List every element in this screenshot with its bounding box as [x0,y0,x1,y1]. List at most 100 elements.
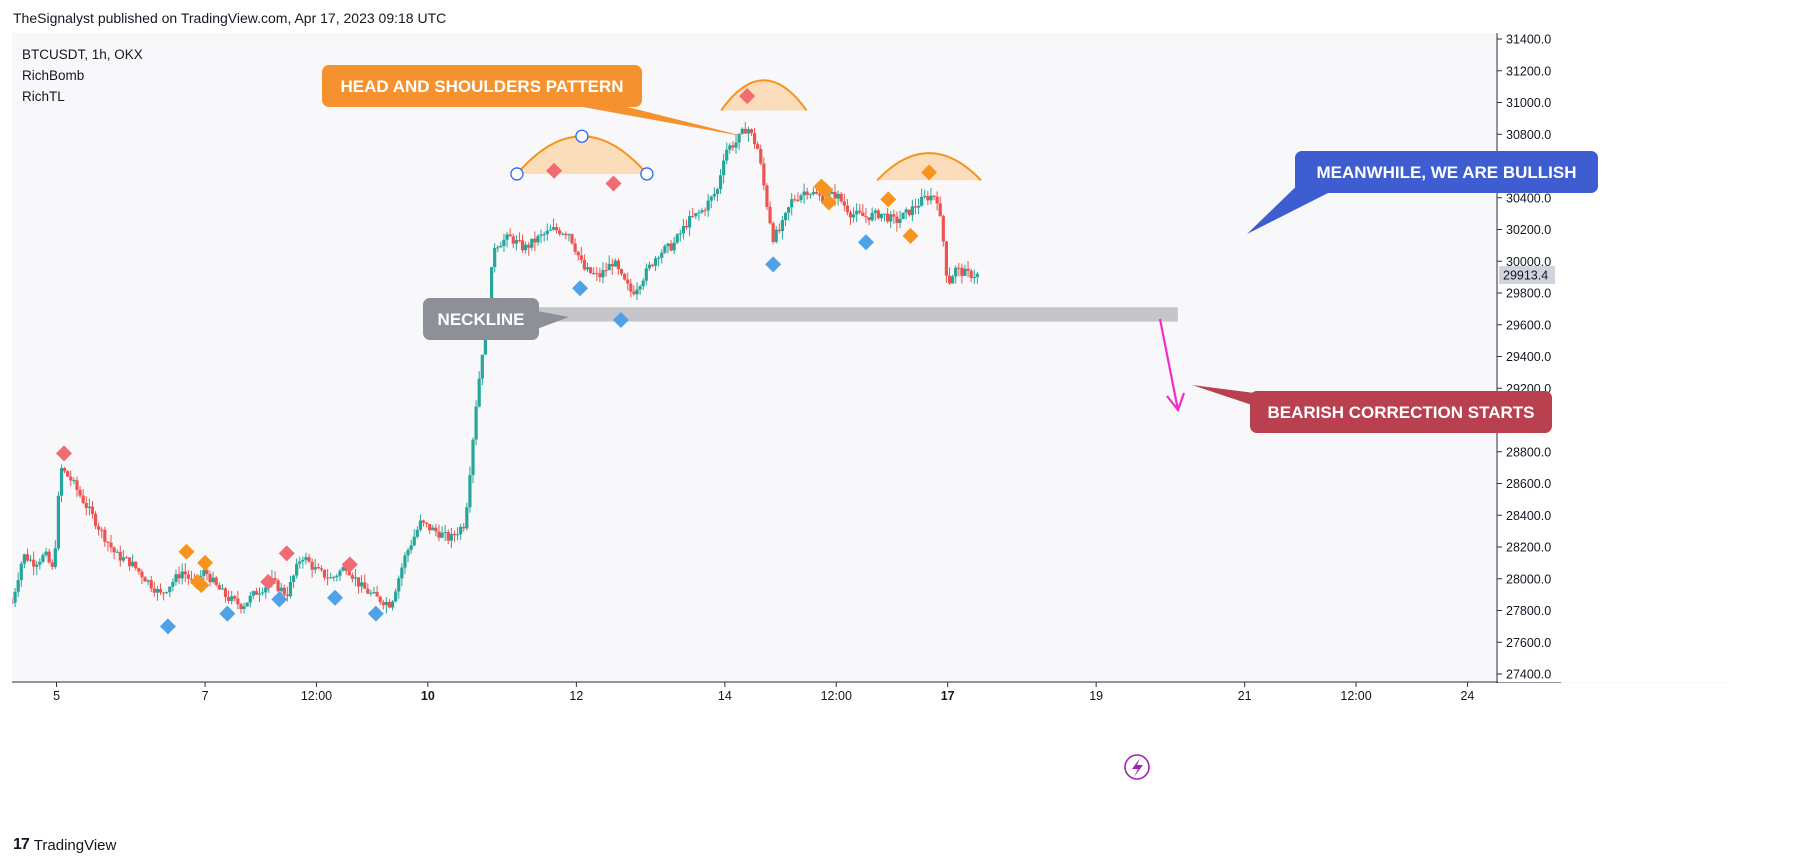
candle-body [598,273,602,278]
candle-body [356,577,361,587]
candle-body [567,234,571,236]
candle-body [691,216,695,218]
candle-body [394,591,398,602]
candle-body [496,247,500,249]
candle-body [372,592,376,594]
candle-body [446,531,450,541]
candle-body [106,541,110,543]
candle-body [879,213,884,219]
candle-body [817,193,822,196]
candle-body [672,242,676,251]
price-chart[interactable]: 27400.0 27600.0 27800.0 28000.0 28200.0 28400… [12,33,1813,787]
candle-body [50,562,54,567]
candle-body [462,526,466,529]
candle-body [848,212,853,218]
candle-body [38,561,42,565]
candle-body [168,586,172,592]
candle-body [774,229,778,242]
candle-body [115,551,119,553]
time-tick-label: 7 [202,689,209,703]
indicator-richbomb-label[interactable]: RichBomb [22,68,85,83]
candle-body [223,588,228,598]
indicator-richtl-label[interactable]: RichTL [22,89,65,104]
candle-body [307,557,311,562]
candle-body [440,532,444,538]
candle-body [527,244,531,248]
candle-body [140,571,144,578]
candle-body [749,129,754,134]
candle-body [360,582,364,587]
candle-body [585,267,590,270]
candle-body [13,591,17,603]
signal-marker-orange [178,543,195,560]
candle-body [524,244,528,251]
bearish-callout-box [1250,391,1552,433]
price-tick-label: 28000.0 [1506,572,1551,586]
neckline-callout-tail [537,311,569,329]
price-tick-label: 31200.0 [1506,64,1551,78]
footer-brand[interactable]: 17 TradingView [13,836,116,854]
lightning-icon-bolt [1132,758,1143,777]
candle-body [87,506,91,508]
candle-body [582,259,587,270]
candle-body [298,561,302,564]
candle-body [322,569,327,578]
price-tick-label: 30400.0 [1506,191,1551,205]
signal-marker-blue [857,234,874,251]
candle-body [638,286,642,290]
candle-body [712,194,716,197]
candle-body [378,596,382,603]
dome-arc [720,79,808,112]
candle-body [186,574,190,579]
signal-marker-orange [197,554,214,571]
candle-body [697,212,701,214]
candle-body [477,378,481,407]
signal-marker-blue [159,618,176,635]
candle-body [950,276,955,284]
candle-body [700,210,704,213]
candle-body [332,576,336,578]
candle-body [400,567,404,579]
candle-body [295,563,299,576]
last-price-label: 29913.4 [1503,268,1548,282]
candle-body [158,589,163,593]
candle-body [434,527,438,532]
candle-body [329,577,333,579]
candle-body [666,243,670,247]
candle-body [947,275,952,284]
candle-body [288,581,293,597]
time-tick-label: 12:00 [1340,689,1371,703]
candle-body [103,529,107,542]
candle-body [793,199,797,201]
candle-body [725,149,729,161]
symbol-label[interactable]: BTCUSDT, 1h, OKX [22,47,143,62]
candle-body [344,567,348,571]
chart-area[interactable]: 27400.0 27600.0 27800.0 28000.0 28200.0 28400… [12,33,1813,787]
candle-body [972,277,976,279]
candle-body [257,593,262,595]
candle-body [808,194,812,196]
candle-body [12,602,14,604]
candle-body [189,578,194,580]
candle-body [855,210,859,215]
candle-body [706,200,710,211]
candle-body [861,212,865,217]
candle-body [397,578,401,592]
candle-body [737,133,741,143]
signal-marker-orange [820,194,837,211]
candle-body [511,236,515,244]
candle-body [551,227,556,230]
price-tick-label: 27600.0 [1506,636,1551,650]
price-tick-label: 28200.0 [1506,541,1551,555]
candle-body [777,229,781,232]
candle-body [137,568,141,572]
candle-body [882,213,887,215]
signal-marker-blue [612,311,629,328]
candle-body [254,591,259,595]
candle-body [802,191,806,196]
candle-body [663,246,667,253]
candle-body [489,267,494,303]
signal-marker-orange [817,181,834,198]
candle-body [32,559,36,567]
candle-body [842,201,846,206]
